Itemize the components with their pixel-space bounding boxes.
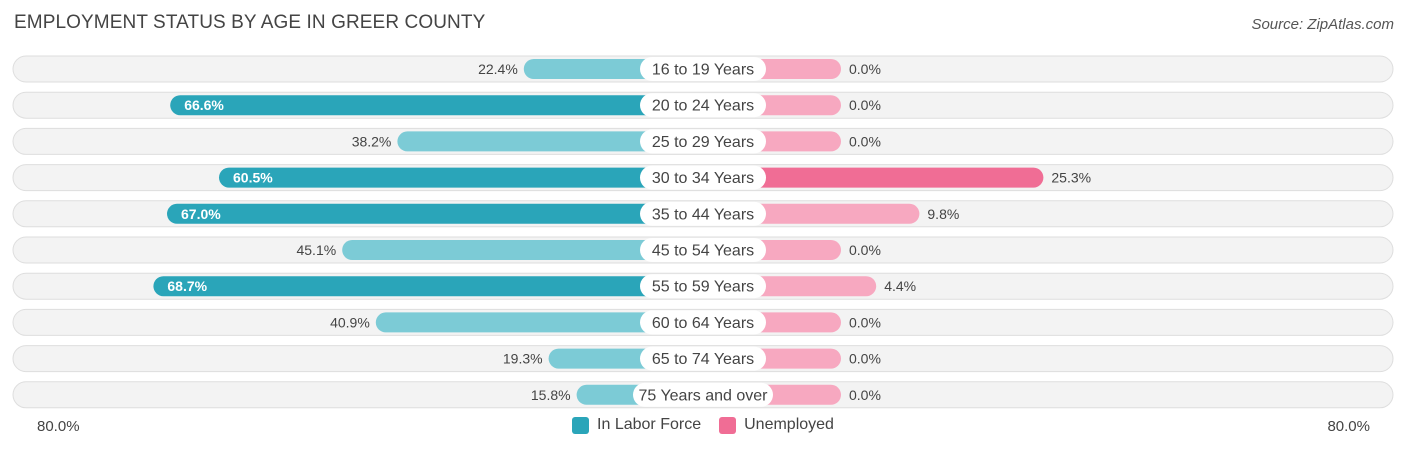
labor-bar[interactable] [397,131,703,152]
unemployed-value-label: 0.0% [849,133,881,149]
category-pill [640,310,766,335]
chart-title: EMPLOYMENT STATUS BY AGE IN GREER COUNTY [14,12,486,33]
labor-bar[interactable] [219,167,703,188]
category-pill [640,129,766,154]
labor-bar[interactable] [375,312,703,333]
labor-value-label: 60.5% [233,170,273,186]
labor-bar[interactable] [342,240,703,260]
legend-item-labor[interactable]: In Labor Force [572,416,701,434]
unemployed-value-label: 0.0% [849,61,881,77]
labor-value-label: 67.0% [181,206,221,222]
category-label: 45 to 54 Years [652,243,754,260]
labor-value-label: 19.3% [503,351,543,367]
category-pill [633,382,773,407]
labor-value-label: 45.1% [296,242,336,258]
category-label: 35 to 44 Years [652,206,754,223]
source-attribution: Source: ZipAtlas.com [1251,16,1394,33]
labor-bar[interactable] [153,276,703,297]
labor-bar[interactable] [170,95,703,116]
labor-value-label: 40.9% [330,314,370,330]
axis-right-label: 80.0% [1327,418,1370,435]
category-pill [640,93,766,118]
unemployed-value-label: 25.3% [1051,170,1091,186]
legend-swatch-unemployed [719,416,737,434]
category-label: 65 to 74 Years [652,351,754,368]
unemployed-value-label: 0.0% [849,314,881,330]
unemployed-value-label: 0.0% [849,351,881,367]
labor-value-label: 66.6% [184,97,224,113]
axis-left-label: 80.0% [37,418,80,435]
labor-value-label: 68.7% [167,278,207,294]
category-pill [640,274,766,299]
labor-value-label: 15.8% [531,387,571,403]
unemployed-bar[interactable] [703,167,1044,188]
category-label: 55 to 59 Years [652,279,754,296]
unemployed-value-label: 0.0% [849,387,881,403]
unemployed-value-label: 9.8% [927,206,959,222]
labor-bar[interactable] [167,203,703,224]
labor-value-label: 38.2% [352,133,392,149]
unemployed-value-label: 0.0% [849,242,881,258]
category-label: 25 to 29 Years [652,134,754,151]
legend-swatch-labor [572,416,590,434]
category-label: 75 Years and over [639,387,769,404]
category-pill [640,346,766,371]
legend-label-unemployed: Unemployed [744,416,834,433]
labor-value-label: 22.4% [478,61,518,77]
legend-label-labor: In Labor Force [597,416,702,433]
category-pill [640,238,766,262]
category-label: 60 to 64 Years [652,315,754,332]
unemployed-value-label: 4.4% [884,278,916,294]
category-label: 16 to 19 Years [652,62,754,79]
legend: In Labor Force Unemployed [0,416,1406,434]
category-label: 30 to 34 Years [652,170,754,187]
category-pill [640,57,766,81]
legend-item-unemployed[interactable]: Unemployed [719,416,834,434]
category-pill [640,201,766,226]
category-label: 20 to 24 Years [652,98,754,115]
category-pill [640,165,766,190]
unemployed-value-label: 0.0% [849,97,881,113]
